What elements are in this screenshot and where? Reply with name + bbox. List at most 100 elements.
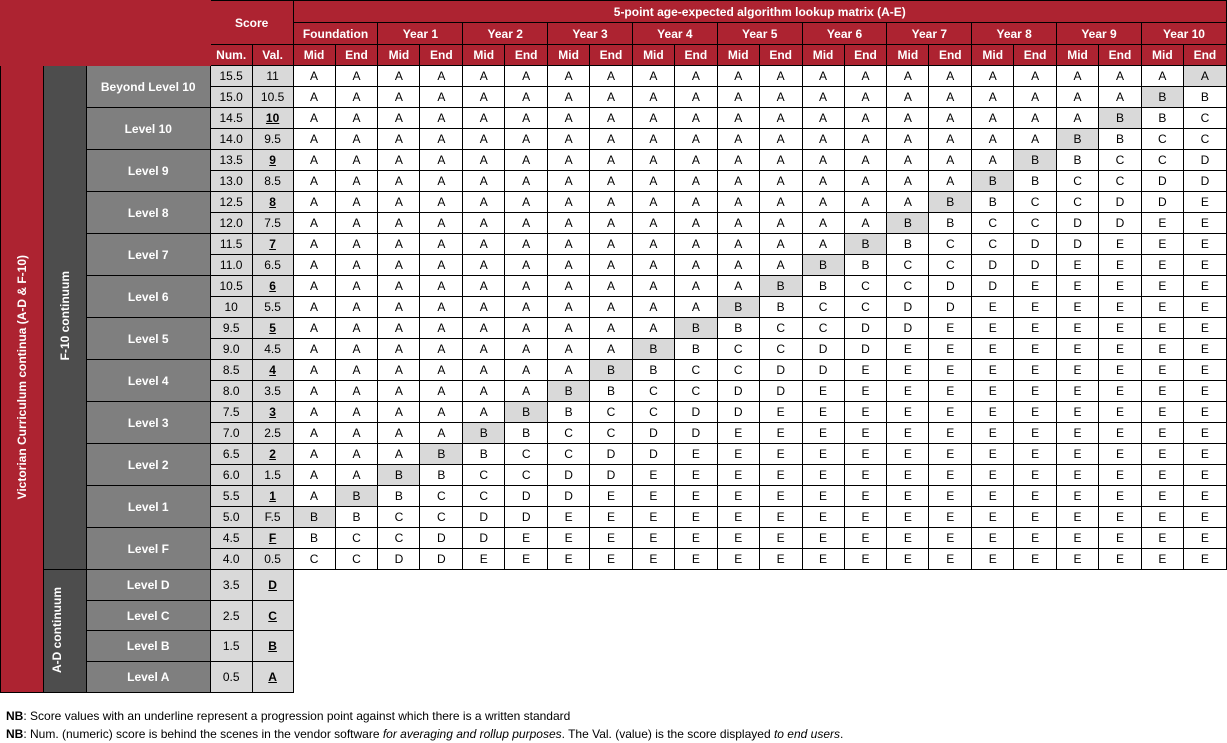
score-num: 15.0 [209,86,253,108]
grade-cell: C [589,401,633,423]
grade-cell: A [547,296,591,318]
grade-cell: A [334,380,379,402]
grade-cell: A [758,65,803,87]
grade-cell: E [928,548,973,570]
grade-cell: A [631,254,675,276]
grade-cell: A [843,86,888,108]
grade-cell: E [1140,212,1184,234]
empty-area [293,569,1227,601]
grade-cell: E [1098,548,1142,570]
grade-cell: A [631,128,675,150]
footnote-2-text: : Num. (numeric) score is behind the sce… [23,727,383,741]
grade-cell: A [1013,65,1058,87]
grade-cell: E [971,485,1015,507]
grade-cell: A [377,422,421,444]
footnote-2-text-3: . [840,727,844,741]
grade-cell: A [547,86,591,108]
grade-cell: A [292,359,336,381]
grade-cell: A [1098,86,1142,108]
grade-cell: D [673,401,718,423]
grade-cell: B [1140,86,1184,108]
footnote-1: NB: Score values with an underline repre… [6,707,843,725]
grade-cell: D [462,506,506,528]
grade-cell: A [419,149,464,171]
grade-cell: E [971,443,1015,465]
grade-cell: E [886,359,930,381]
grade-cell: C [292,548,336,570]
grade-cell: A [377,338,421,360]
grade-cell: A [1013,107,1058,129]
grade-cell: A [631,296,675,318]
mid-header: Mid [801,44,845,66]
grade-cell: B [801,275,845,297]
nb-label: NB [6,727,24,741]
score-num: 11.0 [209,254,253,276]
score-val: F [251,527,294,549]
grade-cell: A [631,170,675,192]
grade-cell: D [419,527,464,549]
grade-cell: A [1013,86,1058,108]
grade-cell: A [462,275,506,297]
grade-cell: A [801,233,845,255]
grade-cell: A [377,107,421,129]
grade-cell: A [292,191,336,213]
grade-cell: E [886,464,930,486]
grade-cell: E [1056,422,1099,444]
grade-cell: A [589,107,633,129]
grade-cell: E [1182,254,1227,276]
grade-cell: E [971,506,1015,528]
grade-cell: A [419,170,464,192]
grade-cell: A [801,65,845,87]
grade-cell: A [504,254,549,276]
grade-cell: A [758,149,803,171]
score-val: 3 [251,401,294,423]
year-header: Foundation [292,22,379,45]
grade-cell: E [1056,317,1099,339]
grade-cell: A [801,128,845,150]
grade-cell: D [589,443,633,465]
year-header: Year 5 [716,22,803,45]
grade-cell: A [843,191,888,213]
grade-cell: A [419,86,464,108]
grade-cell: A [673,128,718,150]
grade-cell: A [504,212,549,234]
score-num: 2.5 [209,600,253,631]
grade-cell: E [886,506,930,528]
grade-cell: A [631,149,675,171]
grade-cell: A [971,65,1015,87]
score-val: 7.5 [251,212,294,234]
score-val: 10.5 [251,86,294,108]
grade-cell: A [589,317,633,339]
grade-cell: D [843,338,888,360]
grade-cell: A [843,149,888,171]
grade-cell: E [1182,317,1227,339]
grade-cell: A [589,65,633,87]
ad-continuum-text: A-D continuum [49,586,64,673]
grade-cell: C [547,443,591,465]
grade-cell: E [1056,338,1099,360]
grade-cell: E [1182,422,1227,444]
grade-cell: E [758,464,803,486]
grade-cell: A [547,233,591,255]
grade-cell: E [1013,443,1058,465]
grade-cell: A [377,212,421,234]
grade-cell: D [971,254,1015,276]
grade-cell: E [1098,338,1142,360]
grade-cell: A [504,149,549,171]
score-num: 7.0 [209,422,253,444]
score-num: 9.0 [209,338,253,360]
grade-cell: E [716,422,760,444]
grade-cell: E [673,548,718,570]
grade-cell: A [334,254,379,276]
grade-cell: A [292,65,336,87]
grade-cell: E [1140,254,1184,276]
grade-cell: A [462,254,506,276]
grade-cell: A [547,128,591,150]
grade-cell: A [334,65,379,87]
year-header: Year 9 [1056,22,1142,45]
grade-cell: D [631,443,675,465]
grade-cell: A [377,65,421,87]
grade-cell: E [801,443,845,465]
grade-cell: B [589,380,633,402]
score-val: 7 [251,233,294,255]
